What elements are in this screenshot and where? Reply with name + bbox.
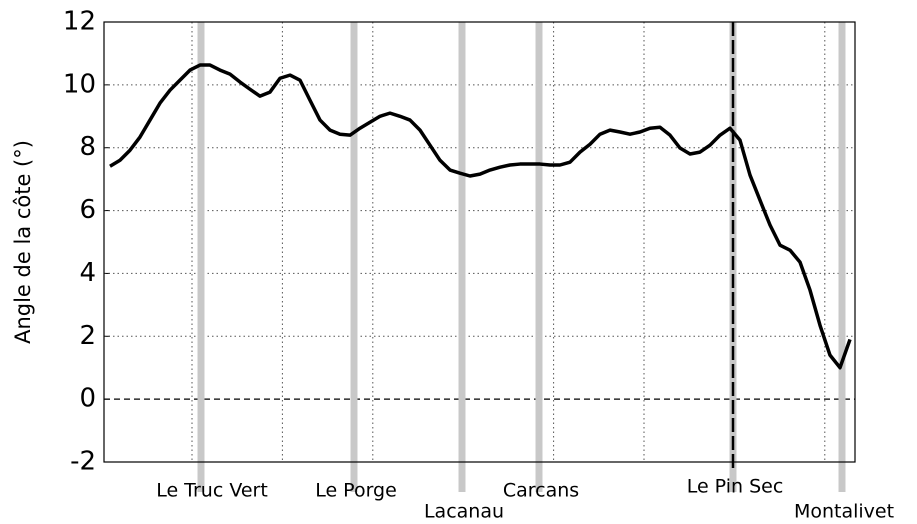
- marker-label: Le Porge: [315, 480, 397, 502]
- y-tick-label: 12: [63, 7, 96, 37]
- y-tick-label: 8: [79, 132, 96, 162]
- y-tick-label: 2: [79, 321, 96, 351]
- y-tick-label: 0: [79, 384, 96, 414]
- y-tick-label: 10: [63, 69, 96, 99]
- marker-label: Le Pin Sec: [687, 476, 784, 498]
- marker-label: Carcans: [503, 480, 579, 502]
- y-tick-label: 6: [79, 195, 96, 225]
- line: [109, 63, 852, 370]
- plot-frame: [103, 21, 856, 463]
- y-axis-label: Angle de la côte (°): [11, 140, 35, 344]
- marker-label: Le Truc Vert: [156, 480, 268, 502]
- marker-label: Lacanau: [424, 501, 504, 523]
- y-tick-label: -2: [70, 447, 96, 477]
- marker-label: Montalivet: [794, 501, 894, 523]
- y-tick-label: 4: [79, 258, 96, 288]
